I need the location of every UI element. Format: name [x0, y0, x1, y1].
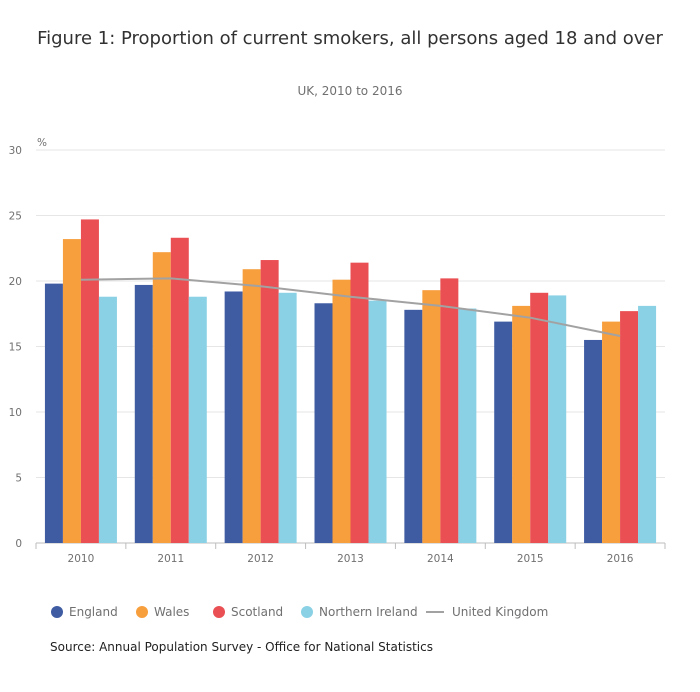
chart-title: Figure 1: Proportion of current smokers,…: [37, 28, 663, 49]
chart-subtitle: UK, 2010 to 2016: [297, 84, 403, 98]
bar-northern-ireland: [458, 308, 477, 543]
legend-label: Scotland: [231, 605, 283, 619]
x-tick-label: 2011: [157, 553, 184, 565]
bar-northern-ireland: [368, 300, 387, 543]
bar-northern-ireland: [638, 305, 657, 543]
y-tick-label: 30: [9, 145, 22, 157]
bar-scotland: [530, 292, 549, 543]
bar-wales: [512, 305, 531, 543]
bar-england: [314, 303, 333, 543]
bar-england: [224, 291, 243, 543]
y-tick-label: 10: [9, 407, 22, 419]
y-tick-label: 15: [9, 342, 22, 354]
y-tick-label: 20: [9, 276, 22, 288]
bar-northern-ireland: [278, 292, 297, 543]
bar-england: [134, 284, 153, 543]
bar-scotland: [260, 260, 279, 543]
bar-england: [494, 321, 513, 543]
bar-northern-ireland: [98, 296, 117, 543]
legend-marker: [136, 606, 148, 618]
legend-label: Wales: [154, 605, 189, 619]
y-axis-unit: %: [37, 137, 47, 149]
bar-scotland: [620, 311, 639, 543]
x-tick-label: 2010: [68, 553, 95, 565]
line-united-kingdom: [80, 277, 621, 337]
legend-label: United Kingdom: [452, 605, 548, 619]
bar-wales: [62, 239, 81, 543]
bar-england: [404, 309, 423, 543]
y-tick-label: 0: [15, 538, 22, 550]
bar-wales: [422, 290, 441, 543]
x-tick-label: 2016: [607, 553, 634, 565]
x-tick-label: 2012: [247, 553, 274, 565]
bar-wales: [602, 321, 621, 543]
y-tick-label: 25: [9, 211, 22, 223]
bar-england: [584, 339, 603, 543]
x-tick-label: 2013: [337, 553, 364, 565]
source-note: Source: Annual Population Survey - Offic…: [50, 640, 433, 654]
legend-marker: [213, 606, 225, 618]
bar-scotland: [440, 278, 459, 543]
y-tick-label: 5: [15, 473, 22, 485]
x-tick-label: 2014: [427, 553, 454, 565]
bar-england: [44, 283, 63, 543]
bar-wales: [242, 269, 261, 543]
bar-wales: [332, 279, 351, 543]
bar-wales: [152, 252, 171, 543]
bar-northern-ireland: [188, 296, 207, 543]
legend-marker: [51, 606, 63, 618]
x-tick-label: 2015: [517, 553, 544, 565]
bar-scotland: [80, 219, 99, 543]
legend-label: Northern Ireland: [319, 605, 418, 619]
bar-northern-ireland: [548, 295, 567, 543]
bar-scotland: [170, 237, 189, 543]
legend-marker: [301, 606, 313, 618]
legend-label: England: [69, 605, 118, 619]
bar-scotland: [350, 262, 369, 543]
